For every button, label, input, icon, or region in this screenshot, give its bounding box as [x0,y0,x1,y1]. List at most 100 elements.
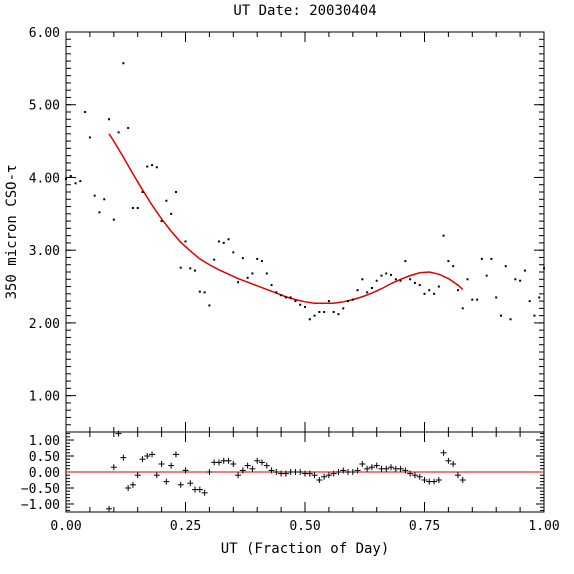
residual-point [129,481,136,488]
data-point [399,279,402,282]
residual-point [411,472,418,479]
data-point [308,318,311,321]
data-point [280,294,283,297]
x-tick-label: 0.50 [289,519,320,534]
main-y-axis-label: 350 micron CSO-τ [4,165,20,300]
main-fit-curve [108,133,464,305]
residual-point [258,459,265,466]
data-point [437,285,440,288]
data-point [79,180,82,183]
data-point [117,131,120,134]
res-y-tick-label: 0.00 [29,466,60,481]
residual-point [340,467,347,474]
residual-point [297,469,304,475]
x-axis-label: UT (Fraction of Day) [221,541,390,557]
data-point [356,289,359,292]
data-point [337,313,340,316]
main-y-tick-label: 4.00 [29,171,60,186]
residual-point [201,489,208,496]
data-point [366,291,369,294]
data-point [476,298,479,301]
data-point [289,296,292,299]
data-point [543,267,545,270]
data-point [251,272,254,275]
residual-points [106,430,466,512]
residual-point [383,465,390,472]
residual-point [187,480,194,487]
data-point [347,300,350,303]
residual-point [120,454,127,461]
residual-point [110,464,117,471]
residual-point [263,462,270,469]
data-point [299,303,302,306]
residual-point [402,467,409,474]
residual-point [125,485,132,491]
data-point [131,207,134,209]
residual-point [249,465,256,472]
res-y-tick-label: −0.50 [21,482,60,497]
data-point [194,269,197,272]
data-point [170,212,173,215]
data-point [294,300,297,303]
data-point [222,241,225,244]
data-point [342,307,345,310]
data-point [327,300,330,303]
data-point [246,276,249,279]
main-y-tick-label: 2.00 [29,317,60,332]
residual-point [235,472,242,479]
res-y-tick-label: −1.00 [21,498,60,513]
data-point [103,198,106,201]
residual-point [359,461,366,467]
data-point [361,278,364,281]
residual-point [349,469,356,475]
data-point [256,257,259,260]
data-point [160,220,163,223]
data-point [538,296,541,299]
data-point [227,238,230,241]
data-point [213,258,216,261]
residual-point [177,481,184,488]
data-point [98,211,101,214]
data-point [456,289,459,292]
data-point [93,194,96,197]
residual-point [421,477,428,483]
data-point [409,278,412,281]
data-point [127,127,130,129]
res-y-tick-label: 1.00 [29,434,60,449]
data-point [351,298,354,301]
data-point [189,267,192,270]
residual-point [158,461,165,467]
data-point [155,166,158,169]
x-tick-label: 0.00 [50,519,81,534]
data-point [519,279,522,282]
data-point [122,62,125,65]
data-point [69,175,72,177]
data-point [151,164,154,167]
data-point [241,257,244,260]
data-point [112,218,115,221]
data-point [485,274,488,277]
residual-point [273,469,280,475]
data-point [208,304,211,307]
data-point [533,314,536,317]
residual-point [168,462,175,469]
residual-point [459,477,466,483]
data-point [404,260,407,263]
residual-point [335,469,342,475]
residual-point [454,472,461,479]
data-point [423,292,426,295]
residual-ticks: −1.00−0.500.000.501.000.00 0.25 0.50 0.75 1.… [21,432,560,534]
residual-point [163,478,170,485]
data-point [390,273,393,276]
data-point [270,284,273,287]
residual-point [182,467,189,474]
data-point [74,182,77,185]
data-point [88,136,91,139]
residual-point [230,461,237,467]
data-point [260,260,263,263]
data-point [304,305,306,308]
residual-point [440,449,447,456]
x-tick-label: 0.25 [170,519,201,534]
data-point [265,272,268,275]
